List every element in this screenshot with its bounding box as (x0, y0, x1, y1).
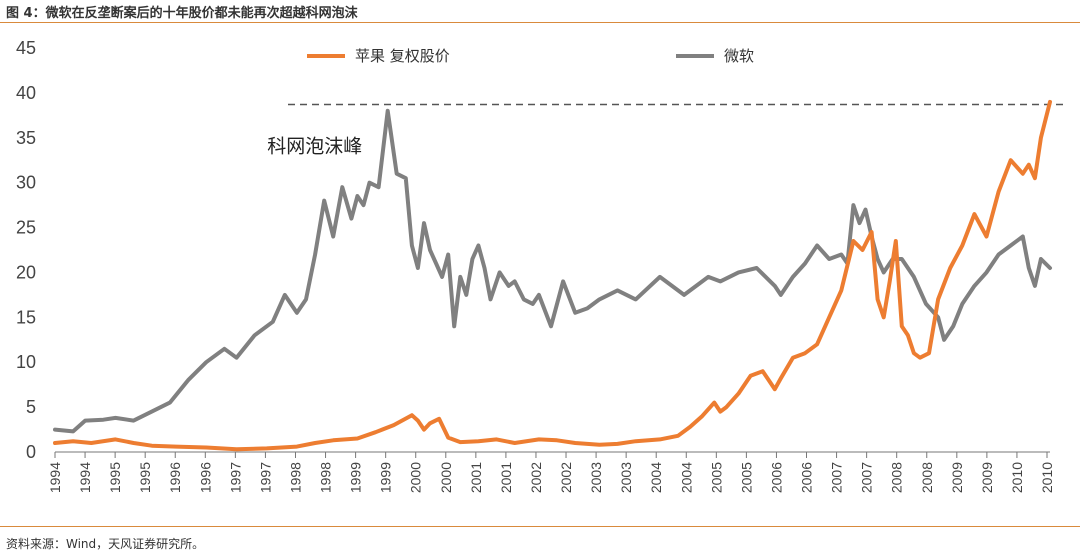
x-tick-label: 1995 (137, 462, 153, 493)
series-line-apple (53, 99, 1052, 452)
x-tick-label: 2006 (768, 462, 784, 493)
x-tick-label: 1998 (287, 462, 303, 493)
x-tick-label: 2008 (889, 462, 905, 493)
x-tick-label: 2005 (738, 462, 754, 493)
bubble-peak-annotation: 科网泡沫峰 (267, 135, 362, 157)
y-axis: 0 5 10 15 20 25 30 35 40 45 (16, 38, 36, 462)
x-tick-label: 1997 (227, 462, 243, 493)
y-tick-label: 45 (16, 38, 36, 58)
x-tick-label: 2001 (498, 462, 514, 493)
y-tick-label: 10 (16, 352, 36, 372)
source-note: 资料来源：Wind，天风证券研究所。 (6, 537, 205, 551)
x-tick-label: 2004 (648, 462, 664, 493)
x-tick-label: 2000 (408, 462, 424, 493)
x-tick-label: 2002 (528, 462, 544, 493)
x-tick-label: 1994 (47, 462, 63, 493)
x-tick-label: 1997 (257, 462, 273, 493)
x-tick-label: 2000 (438, 462, 454, 493)
x-tick-label: 2002 (558, 462, 574, 493)
x-tick-label: 1999 (378, 462, 394, 493)
y-tick-label: 20 (16, 262, 36, 282)
x-tick-label: 2004 (678, 462, 694, 493)
y-tick-label: 5 (26, 397, 36, 417)
bottom-rule (0, 526, 1080, 527)
legend-label-microsoft: 微软 (724, 47, 754, 65)
x-tick-label: 2007 (859, 462, 875, 493)
x-tick-label: 1999 (348, 462, 364, 493)
x-tick-label: 1994 (77, 462, 93, 493)
figure-title: 图 4：微软在反垄断案后的十年股价都未能再次超越科网泡沫 (6, 6, 358, 21)
legend-label-apple: 苹果 复权股价 (355, 47, 450, 65)
x-axis: 1994 1994 1995 1995 1996 1996 1997 1997 1998 1998… (47, 451, 1055, 493)
x-tick-label: 2008 (919, 462, 935, 493)
x-tick-label: 2001 (468, 462, 484, 493)
y-tick-label: 15 (16, 307, 36, 327)
x-tick-label: 2005 (708, 462, 724, 493)
y-tick-label: 30 (16, 173, 36, 193)
x-tick-label: 2009 (979, 462, 995, 493)
y-tick-label: 0 (26, 442, 36, 462)
x-tick-label: 1996 (167, 462, 183, 493)
x-tick-label: 1995 (107, 462, 123, 493)
x-tick-label: 2006 (799, 462, 815, 493)
x-tick-label: 2009 (949, 462, 965, 493)
x-tick-label: 2003 (618, 462, 634, 493)
x-tick-label: 2010 (1009, 462, 1025, 493)
x-tick-label: 1998 (318, 462, 334, 493)
y-tick-label: 25 (16, 218, 36, 238)
y-tick-label: 35 (16, 128, 36, 148)
x-tick-label: 1996 (197, 462, 213, 493)
series-line-microsoft (53, 108, 1052, 434)
y-tick-label: 40 (16, 83, 36, 103)
x-tick-label: 2007 (829, 462, 845, 493)
legend: 苹果 复权股价 微软 (307, 47, 754, 65)
series-group (53, 99, 1052, 452)
x-tick-label: 2010 (1039, 462, 1055, 493)
x-tick-label: 2003 (588, 462, 604, 493)
top-rule (0, 22, 1080, 23)
